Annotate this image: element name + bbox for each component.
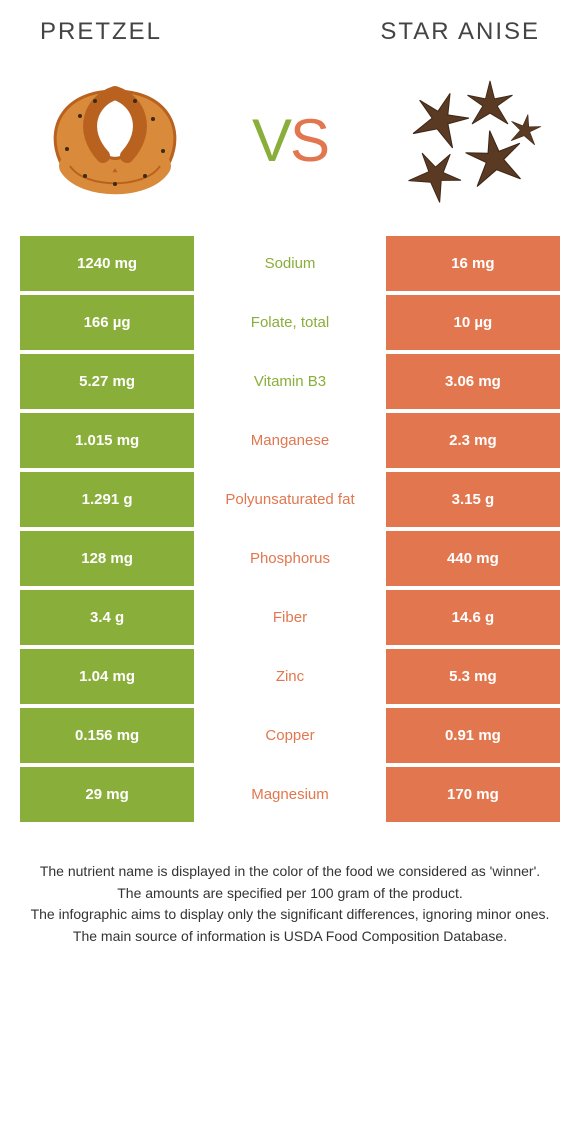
nutrient-name: Magnesium xyxy=(194,767,386,822)
table-row: 166 µgFolate, total10 µg xyxy=(20,295,560,350)
left-value: 1.04 mg xyxy=(20,649,194,704)
nutrient-name: Fiber xyxy=(194,590,386,645)
right-value: 14.6 g xyxy=(386,590,560,645)
nutrient-name: Polyunsaturated fat xyxy=(194,472,386,527)
nutrient-name: Sodium xyxy=(194,236,386,291)
table-row: 128 mgPhosphorus440 mg xyxy=(20,531,560,586)
nutrient-name: Manganese xyxy=(194,413,386,468)
left-value: 29 mg xyxy=(20,767,194,822)
food-right-title: STAR ANISE xyxy=(380,18,540,46)
left-value: 166 µg xyxy=(20,295,194,350)
right-value: 0.91 mg xyxy=(386,708,560,763)
left-value: 1240 mg xyxy=(20,236,194,291)
left-value: 1.015 mg xyxy=(20,413,194,468)
table-row: 5.27 mgVitamin B33.06 mg xyxy=(20,354,560,409)
footer-line: The nutrient name is displayed in the co… xyxy=(30,861,550,883)
nutrient-name: Folate, total xyxy=(194,295,386,350)
vs-s: S xyxy=(290,107,328,174)
pretzel-image xyxy=(30,71,200,211)
right-value: 10 µg xyxy=(386,295,560,350)
table-row: 0.156 mgCopper0.91 mg xyxy=(20,708,560,763)
footer-line: The amounts are specified per 100 gram o… xyxy=(30,883,550,905)
left-value: 0.156 mg xyxy=(20,708,194,763)
table-row: 1240 mgSodium16 mg xyxy=(20,236,560,291)
hero-row: VS xyxy=(0,61,580,236)
table-row: 29 mgMagnesium170 mg xyxy=(20,767,560,822)
table-row: 3.4 gFiber14.6 g xyxy=(20,590,560,645)
nutrient-table: 1240 mgSodium16 mg166 µgFolate, total10 … xyxy=(20,236,560,822)
right-value: 16 mg xyxy=(386,236,560,291)
table-row: 1.04 mgZinc5.3 mg xyxy=(20,649,560,704)
food-left-title: PRETZEL xyxy=(40,18,162,46)
right-value: 2.3 mg xyxy=(386,413,560,468)
footer-notes: The nutrient name is displayed in the co… xyxy=(0,826,580,948)
right-value: 440 mg xyxy=(386,531,560,586)
vs-v: V xyxy=(252,107,290,174)
left-value: 5.27 mg xyxy=(20,354,194,409)
left-value: 1.291 g xyxy=(20,472,194,527)
right-value: 3.06 mg xyxy=(386,354,560,409)
star-anise-image xyxy=(380,71,550,211)
right-value: 5.3 mg xyxy=(386,649,560,704)
left-value: 3.4 g xyxy=(20,590,194,645)
nutrient-name: Zinc xyxy=(194,649,386,704)
table-row: 1.291 gPolyunsaturated fat3.15 g xyxy=(20,472,560,527)
table-row: 1.015 mgManganese2.3 mg xyxy=(20,413,560,468)
nutrient-name: Phosphorus xyxy=(194,531,386,586)
vs-label: VS xyxy=(252,111,328,171)
footer-line: The main source of information is USDA F… xyxy=(30,926,550,948)
left-value: 128 mg xyxy=(20,531,194,586)
footer-line: The infographic aims to display only the… xyxy=(30,904,550,926)
header-titles: PRETZEL STAR ANISE xyxy=(0,18,580,61)
right-value: 170 mg xyxy=(386,767,560,822)
nutrient-name: Vitamin B3 xyxy=(194,354,386,409)
nutrient-name: Copper xyxy=(194,708,386,763)
right-value: 3.15 g xyxy=(386,472,560,527)
